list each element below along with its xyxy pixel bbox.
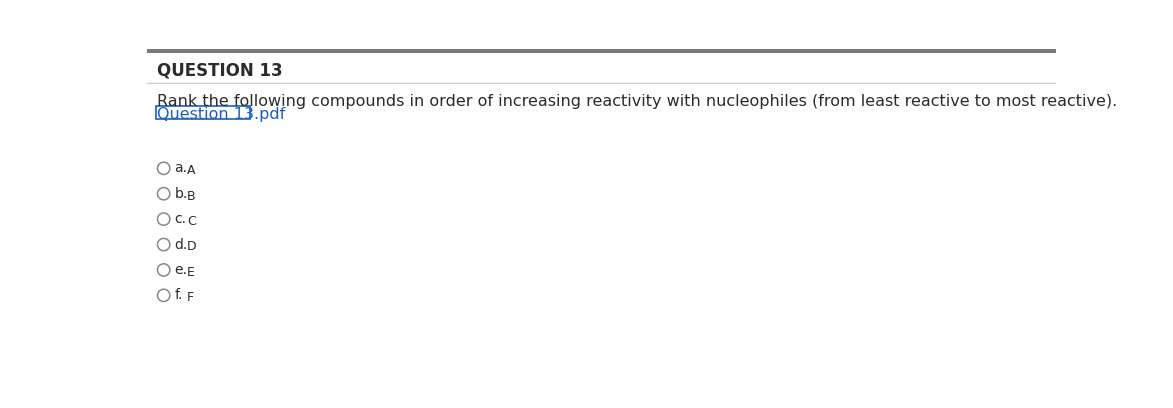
Text: c.: c. xyxy=(175,212,187,226)
Text: Question 13.pdf: Question 13.pdf xyxy=(157,107,286,122)
Text: b.: b. xyxy=(175,187,188,201)
Text: D: D xyxy=(187,240,197,253)
Text: f.: f. xyxy=(175,288,183,302)
FancyBboxPatch shape xyxy=(147,49,1056,53)
Text: A: A xyxy=(187,164,196,177)
Text: e.: e. xyxy=(175,263,188,277)
Text: F: F xyxy=(187,291,194,304)
Text: B: B xyxy=(187,190,196,202)
Text: QUESTION 13: QUESTION 13 xyxy=(157,62,283,80)
Text: E: E xyxy=(187,266,195,279)
Text: d.: d. xyxy=(175,237,188,252)
Text: a.: a. xyxy=(175,161,188,175)
Text: Rank the following compounds in order of increasing reactivity with nucleophiles: Rank the following compounds in order of… xyxy=(157,93,1118,109)
Text: C: C xyxy=(187,215,196,228)
